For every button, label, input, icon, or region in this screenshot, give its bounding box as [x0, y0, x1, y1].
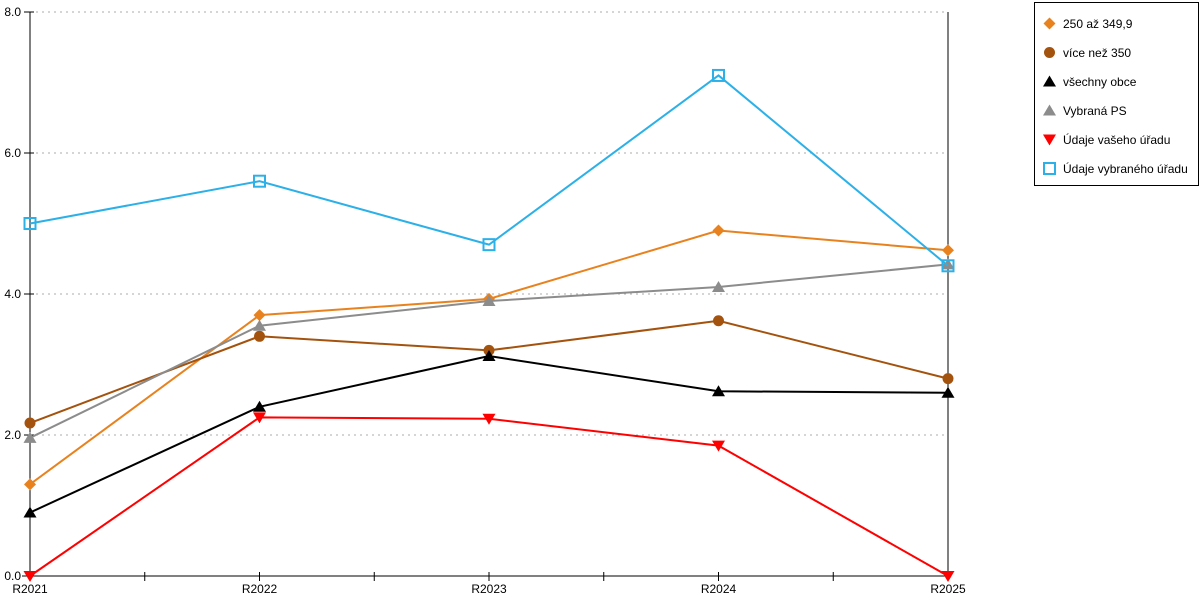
legend-item: všechny obce [1043, 67, 1194, 96]
legend-label: Údaje vašeho úřadu [1063, 132, 1171, 147]
legend-label: Údaje vybraného úřadu [1063, 161, 1188, 176]
svg-text:R2024: R2024 [701, 582, 737, 596]
legend-item: 250 až 349,9 [1043, 9, 1194, 38]
legend-marker-triangle-down-icon [1043, 134, 1056, 146]
legend-marker-diamond-icon [1043, 17, 1056, 30]
legend-label: 250 až 349,9 [1063, 16, 1133, 31]
svg-text:4.0: 4.0 [4, 287, 21, 301]
legend-label: více než 350 [1063, 45, 1132, 60]
legend: 250 až 349,9 více než 350 všechny obce V… [1034, 2, 1199, 186]
legend-item: Vybraná PS [1043, 96, 1194, 125]
legend-marker-triangle-up-black-icon [1043, 75, 1056, 87]
svg-text:8.0: 8.0 [4, 5, 21, 19]
svg-text:R2021: R2021 [12, 582, 48, 596]
svg-text:R2025: R2025 [930, 582, 966, 596]
legend-item: Údaje vybraného úřadu [1043, 154, 1194, 183]
svg-text:R2023: R2023 [471, 582, 507, 596]
legend-label: Vybraná PS [1063, 103, 1127, 118]
svg-text:6.0: 6.0 [4, 146, 21, 160]
svg-text:2.0: 2.0 [4, 428, 21, 442]
legend-marker-circle-icon [1044, 47, 1055, 58]
legend-marker-square-icon [1043, 162, 1056, 175]
svg-text:R2022: R2022 [242, 582, 278, 596]
svg-text:0.0: 0.0 [4, 569, 21, 583]
legend-item: více než 350 [1043, 38, 1194, 67]
legend-marker-triangle-up-gray-icon [1043, 104, 1056, 116]
legend-label: všechny obce [1063, 74, 1137, 89]
legend-item: Údaje vašeho úřadu [1043, 125, 1194, 154]
